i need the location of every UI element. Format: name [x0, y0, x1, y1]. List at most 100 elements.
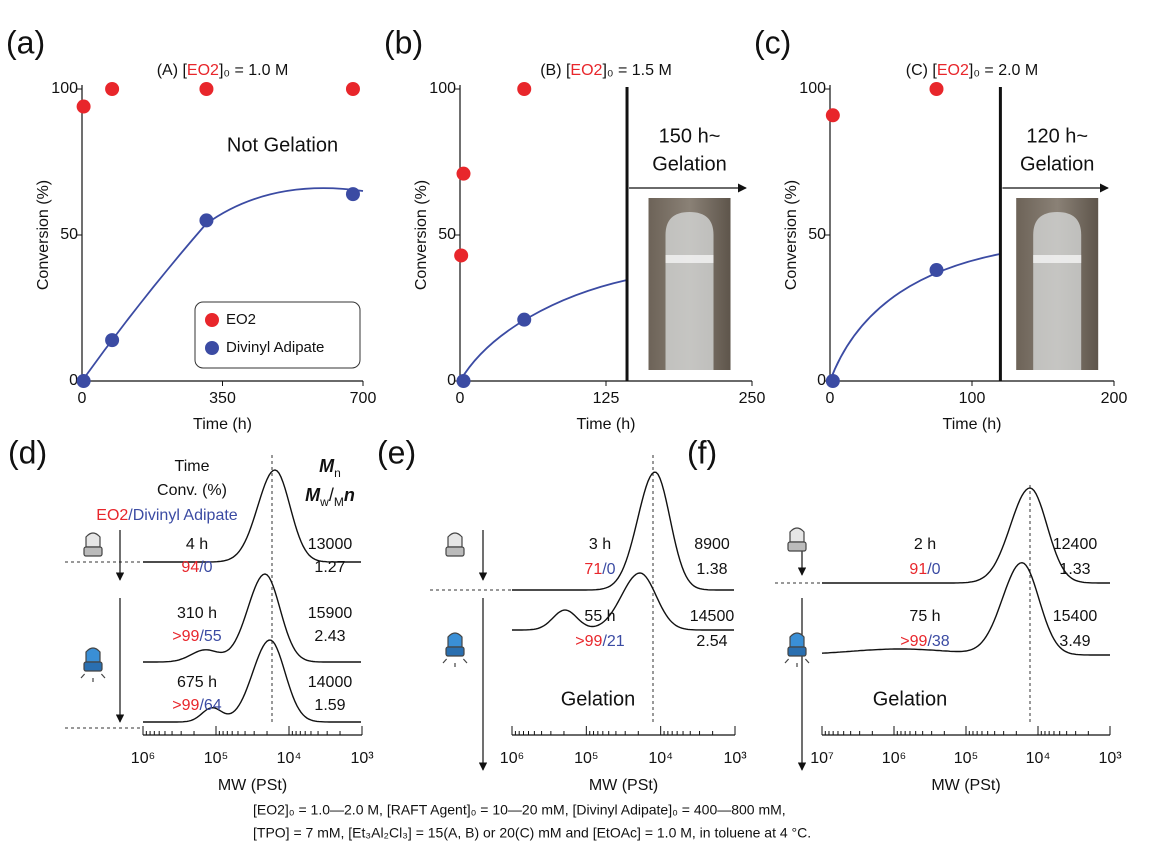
point [76, 374, 91, 388]
point [517, 312, 532, 327]
chart-title-part: EO2 [937, 62, 969, 79]
vial-body [85, 532, 101, 548]
vial-icon [787, 527, 807, 552]
row-conv-part: 21 [607, 633, 625, 650]
row-pdi: 2.54 [696, 633, 727, 650]
row-conv: 71/0 [584, 561, 615, 578]
light-ray [442, 658, 448, 664]
gpc-trace [512, 471, 734, 591]
chart-title-part: EO2 [187, 62, 219, 79]
row-pdi: 1.38 [696, 561, 727, 578]
row-pdi: 3.49 [1059, 633, 1090, 650]
row-conv: >99/21 [575, 633, 624, 650]
row-mn: 14000 [308, 674, 353, 691]
header-part: n [344, 485, 355, 505]
y-axis-label: Conversion (%) [413, 180, 430, 290]
chart-title-part: (C) [ [906, 62, 938, 79]
annotation: Gelation [873, 688, 948, 710]
vial-icon [784, 632, 810, 667]
header-part: w [319, 495, 329, 509]
annotation: Gelation [561, 688, 636, 710]
header-part: M [305, 485, 321, 505]
row-mn: 14500 [690, 608, 735, 625]
gel-vial-band [665, 255, 714, 263]
vial-icon [83, 532, 103, 557]
x-tick-label: 10³ [723, 750, 747, 767]
panel-label: (f) [687, 434, 717, 470]
row-conv-part: / [199, 628, 204, 645]
gpc-trace [143, 639, 361, 723]
row-conv-part: / [927, 633, 932, 650]
gel-vial [1033, 212, 1082, 370]
row-time: 2 h [914, 536, 936, 553]
row-time: 75 h [909, 608, 940, 625]
x-tick-label: 100 [959, 390, 986, 407]
row-conv-part: / [199, 559, 204, 576]
vial-body [85, 647, 101, 663]
point [454, 248, 469, 263]
row-mn: 15400 [1053, 608, 1098, 625]
gpc-trace [143, 573, 361, 663]
row-conv-part: 38 [932, 633, 950, 650]
row-time: 3 h [589, 536, 611, 553]
point [76, 99, 91, 114]
point [929, 263, 944, 278]
row-mn: 8900 [694, 536, 730, 553]
row-conv-part: 55 [204, 628, 222, 645]
row-conv-part: >99 [575, 633, 602, 650]
row-conv-part: 0 [204, 559, 213, 576]
header-part: / [329, 485, 334, 505]
y-tick-label: 100 [799, 80, 826, 97]
x-axis-label: Time (h) [193, 416, 252, 433]
caption: [EO2]₀ = 1.0—2.0 M, [RAFT Agent]₀ = 10—2… [253, 802, 786, 818]
x-tick-label: 10⁵ [954, 750, 978, 767]
x-tick-label: 10⁶ [131, 750, 155, 767]
chart-title-part: ]₀ = 1.0 M [219, 62, 288, 79]
vial-icon [445, 532, 465, 557]
row-conv: >99/64 [172, 697, 221, 714]
x-tick-label: 10³ [1098, 750, 1122, 767]
row-time: 675 h [177, 674, 217, 691]
vial-cap [445, 546, 465, 557]
y-tick-label: 100 [429, 80, 456, 97]
fit-curve [829, 253, 1001, 382]
panel-label: (a) [6, 24, 45, 60]
x-tick-label: 125 [593, 390, 620, 407]
row-conv: >99/55 [172, 628, 221, 645]
x-tick-label: 10⁴ [1026, 750, 1051, 767]
vial-body [447, 532, 463, 548]
legend-label: EO2 [226, 311, 256, 328]
point [199, 213, 214, 228]
vial-body [447, 632, 463, 648]
x-tick-label: 10⁷ [810, 750, 834, 767]
x-tick-label: 700 [350, 390, 377, 407]
point [456, 374, 471, 388]
x-tick-label: 10⁵ [574, 750, 598, 767]
x-tick-label: 10⁶ [500, 750, 524, 767]
chart-title-part: (A) [ [157, 62, 188, 79]
row-pdi: 1.33 [1059, 561, 1090, 578]
row-mn: 15900 [308, 605, 353, 622]
x-axis-label: MW (PSt) [589, 777, 658, 794]
caption: [TPO] = 7 mM, [Et₃Al₂Cl₃] = 15(A, B) or … [253, 825, 811, 841]
point [345, 187, 360, 202]
x-tick-label: 200 [1101, 390, 1128, 407]
row-pdi: 1.27 [314, 559, 345, 576]
chart-title-part: EO2 [570, 62, 602, 79]
row-time: 4 h [186, 536, 208, 553]
gpc-trace [821, 561, 1110, 656]
panel-label: (e) [377, 434, 416, 470]
y-tick-label: 0 [817, 372, 826, 389]
legend-label: Divinyl Adipate [226, 339, 324, 356]
y-tick-label: 50 [808, 226, 826, 243]
annotation: Not Gelation [227, 134, 338, 156]
x-tick-label: 0 [78, 390, 87, 407]
gpc-trace [143, 469, 361, 563]
annotation: 150 h~ [659, 125, 721, 147]
header-part: n [334, 466, 341, 480]
chart-title-part: ]₀ = 1.5 M [602, 62, 671, 79]
gpc-trace [512, 572, 734, 631]
row-time: 310 h [177, 605, 217, 622]
light-ray [100, 673, 106, 679]
